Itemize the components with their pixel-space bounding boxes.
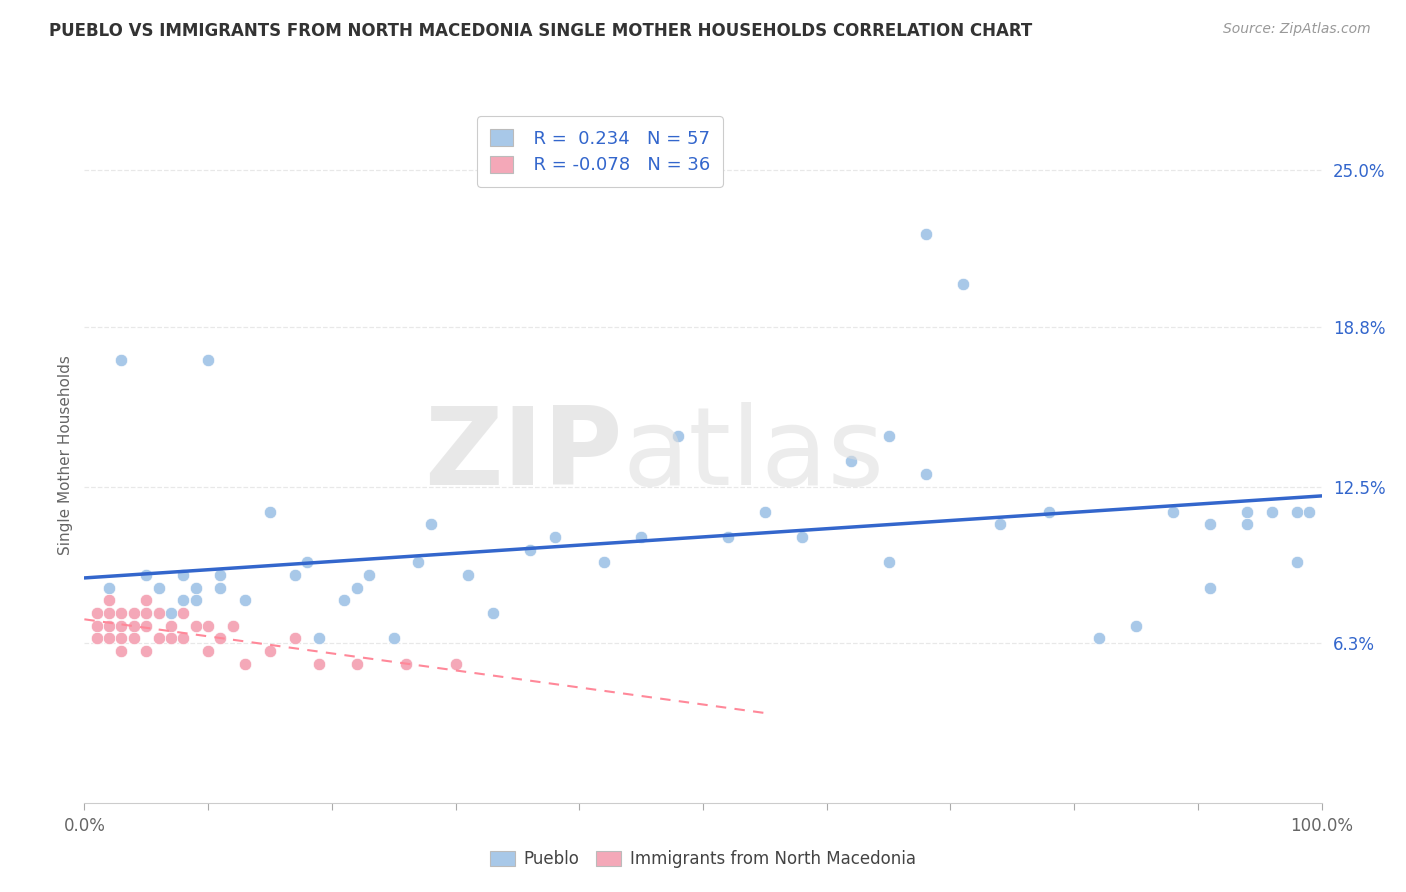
Point [754,505,776,519]
Point [86,606,108,620]
Point [222,618,245,632]
Point [98,618,121,632]
Point [717,530,740,544]
Point [98,581,121,595]
Point [135,593,157,607]
Point [98,632,121,646]
Point [877,429,900,443]
Point [135,618,157,632]
Point [135,606,157,620]
Point [914,467,936,481]
Point [308,632,330,646]
Point [357,568,380,582]
Point [988,517,1011,532]
Point [1199,517,1222,532]
Text: ZIP: ZIP [425,402,623,508]
Point [1298,505,1320,519]
Point [86,618,108,632]
Point [233,593,256,607]
Point [395,657,418,671]
Point [1088,632,1111,646]
Point [1261,505,1284,519]
Point [877,556,900,570]
Point [952,277,974,292]
Point [444,657,467,671]
Point [284,632,307,646]
Point [148,606,170,620]
Point [184,618,207,632]
Point [519,542,541,557]
Point [209,581,232,595]
Point [308,657,330,671]
Point [148,581,170,595]
Point [135,568,157,582]
Point [197,353,219,368]
Point [172,632,194,646]
Point [1125,618,1147,632]
Point [914,227,936,241]
Point [630,530,652,544]
Point [259,644,281,658]
Point [1161,505,1184,519]
Point [172,606,194,620]
Point [233,657,256,671]
Point [1236,517,1258,532]
Point [346,657,368,671]
Point [86,632,108,646]
Point [110,632,132,646]
Point [122,618,145,632]
Point [543,530,565,544]
Point [184,593,207,607]
Point [122,606,145,620]
Point [209,568,232,582]
Point [148,606,170,620]
Point [841,454,863,468]
Point [666,429,689,443]
Point [160,632,183,646]
Point [98,593,121,607]
Point [222,618,245,632]
Y-axis label: Single Mother Households: Single Mother Households [58,355,73,555]
Point [172,568,194,582]
Point [184,581,207,595]
Text: Source: ZipAtlas.com: Source: ZipAtlas.com [1223,22,1371,37]
Point [419,517,441,532]
Point [481,606,503,620]
Point [295,556,318,570]
Point [1199,581,1222,595]
Point [122,618,145,632]
Point [122,632,145,646]
Point [593,556,616,570]
Point [135,606,157,620]
Text: PUEBLO VS IMMIGRANTS FROM NORTH MACEDONIA SINGLE MOTHER HOUSEHOLDS CORRELATION C: PUEBLO VS IMMIGRANTS FROM NORTH MACEDONI… [49,22,1032,40]
Point [1285,505,1308,519]
Point [110,644,132,658]
Point [110,606,132,620]
Point [790,530,813,544]
Point [209,632,232,646]
Legend: Pueblo, Immigrants from North Macedonia: Pueblo, Immigrants from North Macedonia [484,843,922,874]
Point [408,556,430,570]
Text: atlas: atlas [623,402,884,508]
Point [110,618,132,632]
Point [346,581,368,595]
Point [160,606,183,620]
Point [148,632,170,646]
Point [172,593,194,607]
Point [284,568,307,582]
Point [382,632,405,646]
Point [135,644,157,658]
Point [197,644,219,658]
Point [333,593,356,607]
Point [110,353,132,368]
Point [259,505,281,519]
Point [160,632,183,646]
Point [1285,556,1308,570]
Point [1236,505,1258,519]
Point [98,606,121,620]
Point [160,618,183,632]
Point [457,568,479,582]
Point [1038,505,1060,519]
Point [197,618,219,632]
